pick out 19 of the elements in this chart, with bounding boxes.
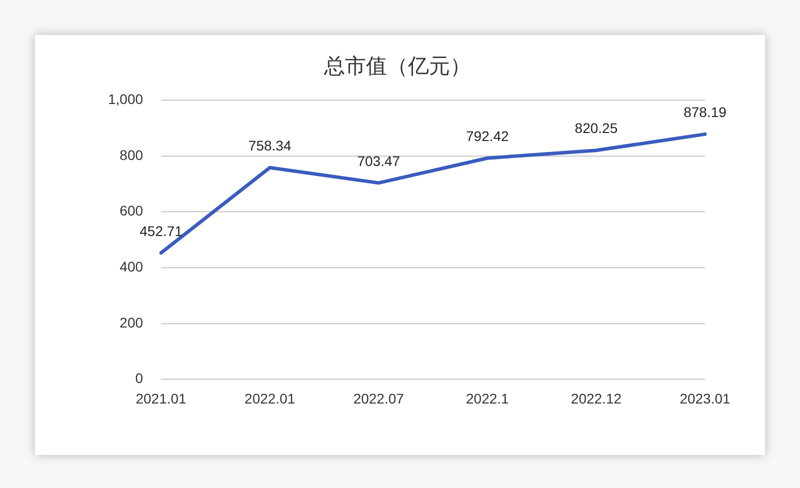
x-tick-label: 2022.12 [570, 390, 622, 406]
y-tick-label: 400 [120, 258, 144, 274]
y-tick-label: 1,000 [108, 91, 144, 108]
x-tick-label: 2021.01 [136, 390, 187, 406]
data-label: 820.25 [574, 120, 618, 136]
data-label: 452.71 [140, 222, 183, 239]
data-label: 792.42 [466, 128, 510, 144]
chart-title: 总市值（亿元） [323, 54, 471, 78]
data-label: 878.19 [684, 104, 727, 120]
x-tick-label: 2022.01 [244, 390, 296, 406]
x-tick-label: 2023.01 [680, 390, 731, 406]
y-tick-label: 200 [120, 314, 144, 330]
x-tick-label: 2022.1 [466, 390, 510, 406]
y-tick-label: 0 [135, 370, 144, 386]
data-label: 758.34 [248, 137, 292, 154]
y-tick-label: 800 [120, 146, 144, 163]
data-label: 703.47 [357, 152, 400, 169]
y-tick-label: 600 [120, 202, 144, 219]
x-tick-label: 2022.07 [353, 390, 404, 406]
